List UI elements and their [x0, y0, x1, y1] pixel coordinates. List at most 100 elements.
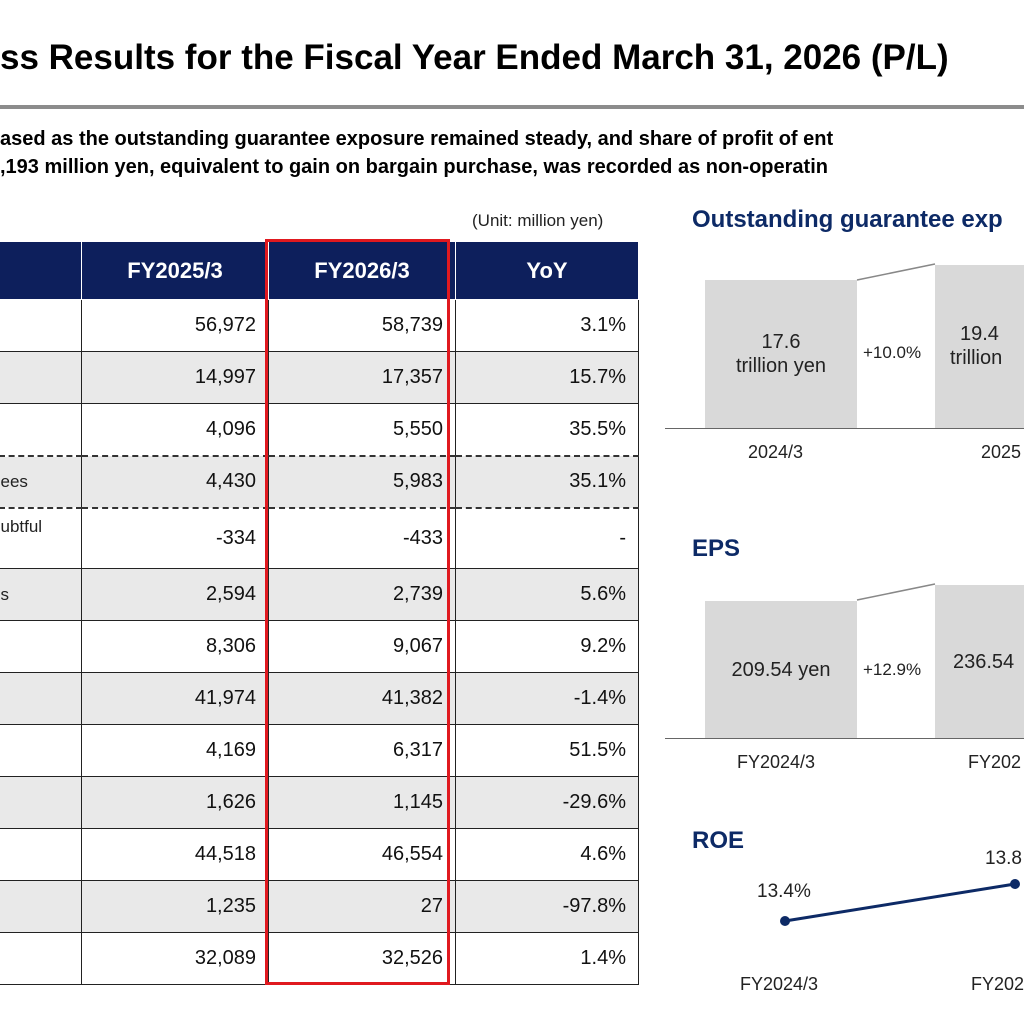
guarantee-bar-2024	[705, 280, 857, 428]
cell-fy2026: 5,550	[268, 403, 456, 457]
roe-line	[784, 882, 1016, 923]
page-title: ss Results for the Fiscal Year Ended Mar…	[0, 38, 949, 77]
guarantee-bar-2025-value-number: 19.4	[960, 323, 999, 345]
cell-fy2026: 2,739	[268, 568, 456, 621]
table-row: 8,306 9,067 9.2%	[0, 620, 639, 673]
eps-xlabel-fy2025: FY202	[968, 752, 1022, 772]
table-row: 1,235 27 -97.8%	[0, 880, 639, 933]
eps-xlabel-fy2024: FY2024/3	[737, 752, 816, 772]
row-label	[0, 403, 82, 457]
cell-fy2025: 4,169	[81, 724, 269, 777]
unit-note: (Unit: million yen)	[472, 211, 604, 230]
cell-yoy: 3.1%	[455, 299, 639, 352]
cell-yoy: 35.1%	[455, 455, 639, 509]
cell-fy2025: 2,594	[81, 568, 269, 621]
row-label	[0, 672, 82, 725]
row-label	[0, 880, 82, 933]
cell-fy2025: 14,997	[81, 351, 269, 404]
cell-yoy: -97.8%	[455, 880, 639, 933]
eps-baseline	[665, 738, 1024, 739]
table-row: 1,626 1,145 -29.6%	[0, 776, 639, 829]
guarantee-xlabel-2024: 2024/3	[748, 442, 804, 462]
cell-yoy: -29.6%	[455, 776, 639, 829]
cell-yoy: 9.2%	[455, 620, 639, 673]
eps-growth-label: +12.9%	[863, 660, 922, 679]
cell-yoy: 35.5%	[455, 403, 639, 457]
row-label: s	[0, 568, 82, 621]
guarantee-chart-title: Outstanding guarantee exp	[692, 206, 1003, 233]
row-label: ubtful	[0, 507, 82, 569]
roe-line-chart	[780, 879, 1020, 926]
cell-yoy: -	[455, 507, 639, 569]
table-row: 4,169 6,317 51.5%	[0, 724, 639, 777]
cell-fy2025: 41,974	[81, 672, 269, 725]
table-header-row: FY2025/3 FY2026/3 YoY	[0, 241, 639, 300]
eps-bar-fy2024-value: 209.54 yen	[731, 659, 831, 681]
cell-fy2025: 44,518	[81, 828, 269, 881]
cell-fy2025: 8,306	[81, 620, 269, 673]
roe-chart-title: ROE	[692, 827, 745, 854]
cell-fy2026: 27	[268, 880, 456, 933]
guarantee-bar-2024-value: 17.6 trillion yen	[705, 330, 857, 378]
roe-value-fy2024: 13.4%	[757, 881, 811, 902]
eps-chart-title: EPS	[692, 535, 741, 562]
table-row: 32,089 32,526 1.4%	[0, 932, 639, 985]
table-row: ees 4,430 5,983 35.1%	[0, 455, 639, 509]
guarantee-baseline	[665, 428, 1024, 429]
table-row: s 2,594 2,739 5.6%	[0, 568, 639, 621]
cell-fy2025: 1,626	[81, 776, 269, 829]
row-label	[0, 351, 82, 404]
cell-fy2025: 1,235	[81, 880, 269, 933]
table-row: 4,096 5,550 35.5%	[0, 403, 639, 457]
eps-bar-fy2024	[705, 601, 857, 738]
cell-yoy: 5.6%	[455, 568, 639, 621]
roe-point-fy2024	[780, 916, 790, 926]
cell-fy2026: 5,983	[268, 455, 456, 509]
cell-yoy: 51.5%	[455, 724, 639, 777]
cell-fy2026: 17,357	[268, 351, 456, 404]
eps-bar-fy2025	[935, 585, 1024, 738]
cell-fy2025: -334	[81, 507, 269, 569]
cell-fy2025: 56,972	[81, 299, 269, 352]
cell-fy2026: 9,067	[268, 620, 456, 673]
cell-yoy: 4.6%	[455, 828, 639, 881]
row-label	[0, 299, 82, 352]
guarantee-bar-2024-value-unit: trillion yen	[735, 355, 827, 377]
cell-fy2026: 1,145	[268, 776, 456, 829]
row-label	[0, 932, 82, 985]
table-row: 14,997 17,357 15.7%	[0, 351, 639, 404]
row-label	[0, 828, 82, 881]
cell-fy2026: 6,317	[268, 724, 456, 777]
title-divider	[0, 105, 1024, 109]
roe-xlabel-fy2025: FY202	[971, 974, 1024, 994]
table-row: 56,972 58,739 3.1%	[0, 299, 639, 352]
guarantee-bar-2025	[935, 265, 1024, 428]
roe-xlabel-fy2024: FY2024/3	[740, 974, 819, 994]
row-label: ees	[0, 455, 82, 509]
cell-fy2026: 58,739	[268, 299, 456, 352]
summary-line-2: ,193 million yen, equivalent to gain on …	[0, 156, 828, 178]
roe-value-fy2025: 13.8	[985, 848, 1022, 869]
eps-growth-connector	[856, 583, 936, 601]
header-label	[0, 241, 82, 300]
cell-fy2026: 41,382	[268, 672, 456, 725]
cell-yoy: 15.7%	[455, 351, 639, 404]
table-row: ubtful -334 -433 -	[0, 507, 639, 569]
table-row: 44,518 46,554 4.6%	[0, 828, 639, 881]
cell-fy2026: 46,554	[268, 828, 456, 881]
row-label	[0, 724, 82, 777]
summary-line-1: ased as the outstanding guarantee exposu…	[0, 128, 834, 150]
header-fy2025: FY2025/3	[81, 241, 269, 300]
guarantee-growth-connector	[856, 263, 936, 281]
cell-fy2026: 32,526	[268, 932, 456, 985]
roe-point-fy2025	[1010, 879, 1020, 889]
header-fy2026: FY2026/3	[268, 241, 456, 300]
table-row: 41,974 41,382 -1.4%	[0, 672, 639, 725]
cell-yoy: 1.4%	[455, 932, 639, 985]
cell-fy2025: 4,096	[81, 403, 269, 457]
row-label	[0, 776, 82, 829]
cell-fy2026: -433	[268, 507, 456, 569]
header-yoy: YoY	[455, 241, 639, 300]
guarantee-xlabel-2025: 2025	[981, 442, 1022, 462]
cell-fy2025: 4,430	[81, 455, 269, 509]
